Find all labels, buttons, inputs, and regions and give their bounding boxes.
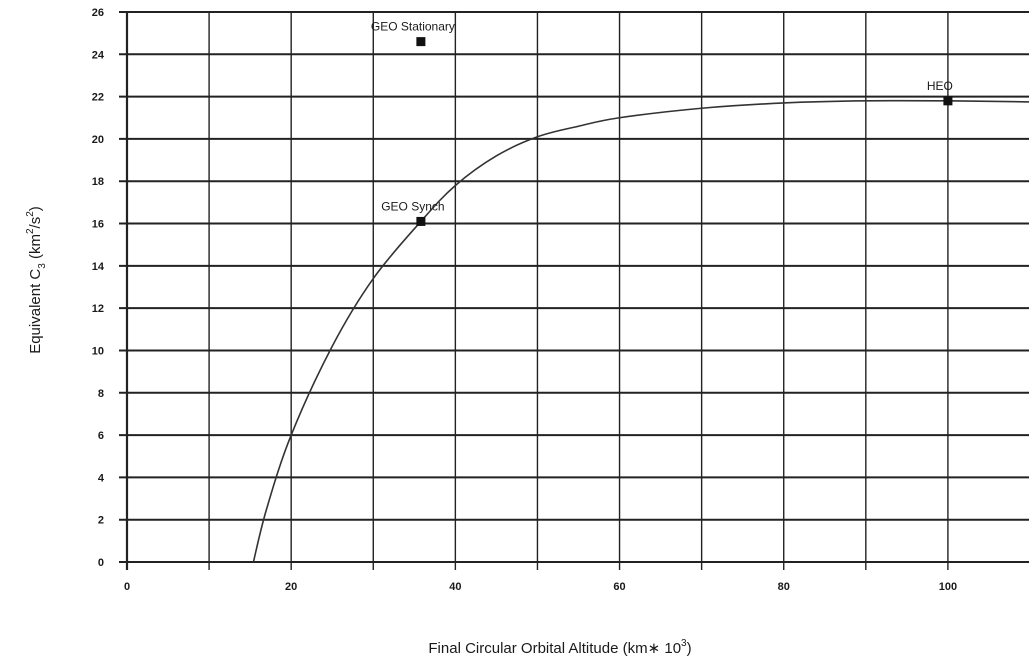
y-tick-label: 8 (98, 388, 104, 400)
data-point-marker (416, 216, 426, 226)
y-tick-label: 24 (92, 49, 105, 61)
y-tick-label: 10 (92, 345, 104, 357)
x-tick-label: 40 (449, 581, 461, 593)
data-point-marker (416, 37, 426, 47)
y-tick-label: 20 (92, 134, 104, 146)
grid (119, 11, 1029, 570)
x-tick-label: 100 (939, 581, 957, 593)
y-tick-label: 14 (92, 261, 105, 273)
point-label: GEO Stationary (371, 20, 455, 34)
point-label: HEO (927, 79, 953, 93)
x-tick-label: 60 (613, 581, 625, 593)
point-label: GEO Synch (381, 199, 444, 213)
y-tick-label: 16 (92, 219, 104, 231)
y-tick-label: 22 (92, 92, 104, 104)
y-tick-label: 2 (98, 515, 104, 527)
y-tick-label: 4 (98, 472, 105, 484)
y-tick-label: 6 (98, 430, 104, 442)
x-axis-title: Final Circular Orbital Altitude (km∗ 103… (428, 638, 691, 657)
x-tick-label: 80 (778, 581, 790, 593)
y-tick-label: 0 (98, 557, 104, 569)
x-tick-label: 20 (285, 581, 297, 593)
y-axis-title: Equivalent C3 (km2/s2) (25, 206, 48, 354)
data-point-marker (943, 96, 953, 106)
y-tick-label: 12 (92, 303, 104, 315)
series (252, 99, 1029, 563)
points: GEO Stationary GEO Synch HEO (371, 20, 953, 226)
y-tick-label: 26 (92, 7, 104, 19)
y-tick-label: 18 (92, 176, 104, 188)
series-line (252, 99, 1029, 563)
x-tick-label: 0 (124, 581, 130, 593)
